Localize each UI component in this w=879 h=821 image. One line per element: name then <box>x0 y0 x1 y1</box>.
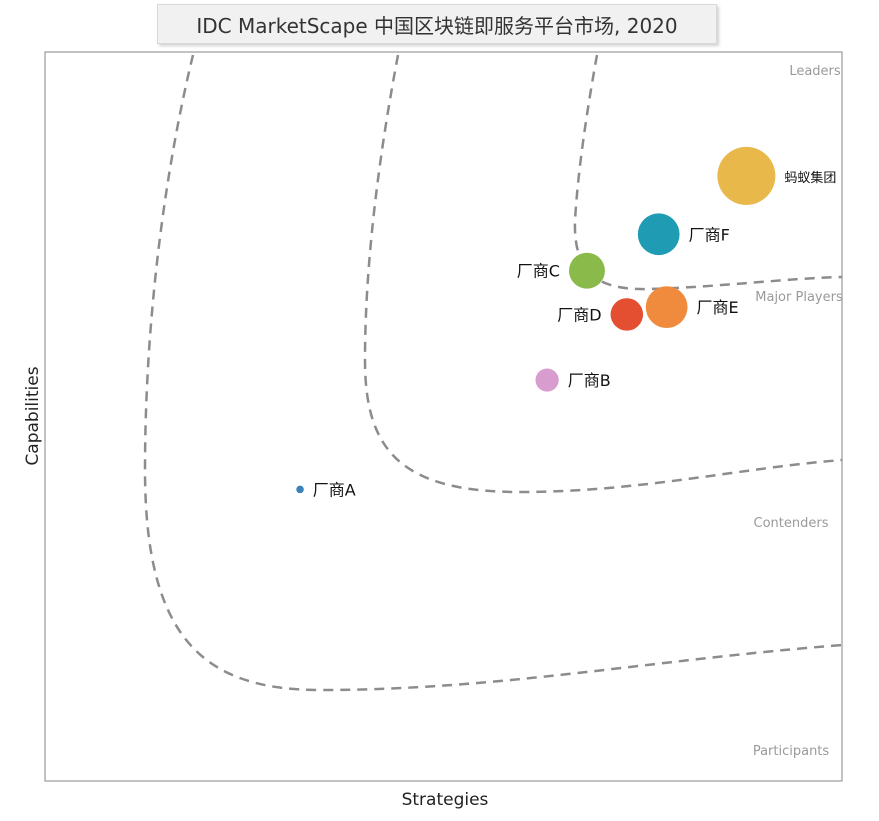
plot-area <box>44 51 843 782</box>
region-label-leaders: Leaders <box>789 64 841 79</box>
points-layer <box>296 146 776 494</box>
point-label-3: 厂商E <box>697 298 739 317</box>
data-point-0 <box>717 146 776 205</box>
region-labels: Leaders Major Players Contenders Partici… <box>753 64 843 759</box>
region-boundaries <box>143 54 843 692</box>
data-point-4 <box>610 298 644 331</box>
data-point-2 <box>568 252 605 289</box>
data-point-6 <box>296 485 304 494</box>
chart-title: IDC MarketScape 中国区块链即服务平台市场, 2020 <box>196 13 678 38</box>
data-point-1 <box>637 213 680 256</box>
region-label-participants: Participants <box>753 744 830 759</box>
region-label-major-players: Major Players <box>755 290 843 305</box>
point-label-0: 蚂蚁集团 <box>784 170 836 186</box>
x-axis-label: Strategies <box>402 790 489 810</box>
point-label-4: 厂商D <box>557 305 601 324</box>
point-label-6: 厂商A <box>313 480 356 499</box>
region-label-contenders: Contenders <box>754 516 829 531</box>
boundary-participants <box>143 54 843 692</box>
point-label-2: 厂商C <box>517 262 560 281</box>
data-point-3 <box>645 286 688 329</box>
chart-title-box: IDC MarketScape 中国区块链即服务平台市场, 2020 <box>157 4 717 44</box>
point-label-5: 厂商B <box>568 371 611 390</box>
boundary-contenders <box>363 54 843 494</box>
y-axis-label: Capabilities <box>23 366 43 465</box>
boundary-major-players <box>573 54 843 291</box>
data-point-5 <box>535 368 559 392</box>
point-label-1: 厂商F <box>689 225 730 244</box>
